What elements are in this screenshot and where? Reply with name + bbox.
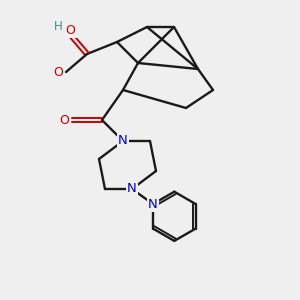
- Text: O: O: [66, 23, 75, 37]
- Text: N: N: [127, 182, 137, 196]
- Text: O: O: [53, 65, 63, 79]
- Text: N: N: [118, 134, 128, 148]
- Text: O: O: [59, 113, 69, 127]
- Text: H: H: [54, 20, 63, 33]
- Text: N: N: [148, 197, 158, 211]
